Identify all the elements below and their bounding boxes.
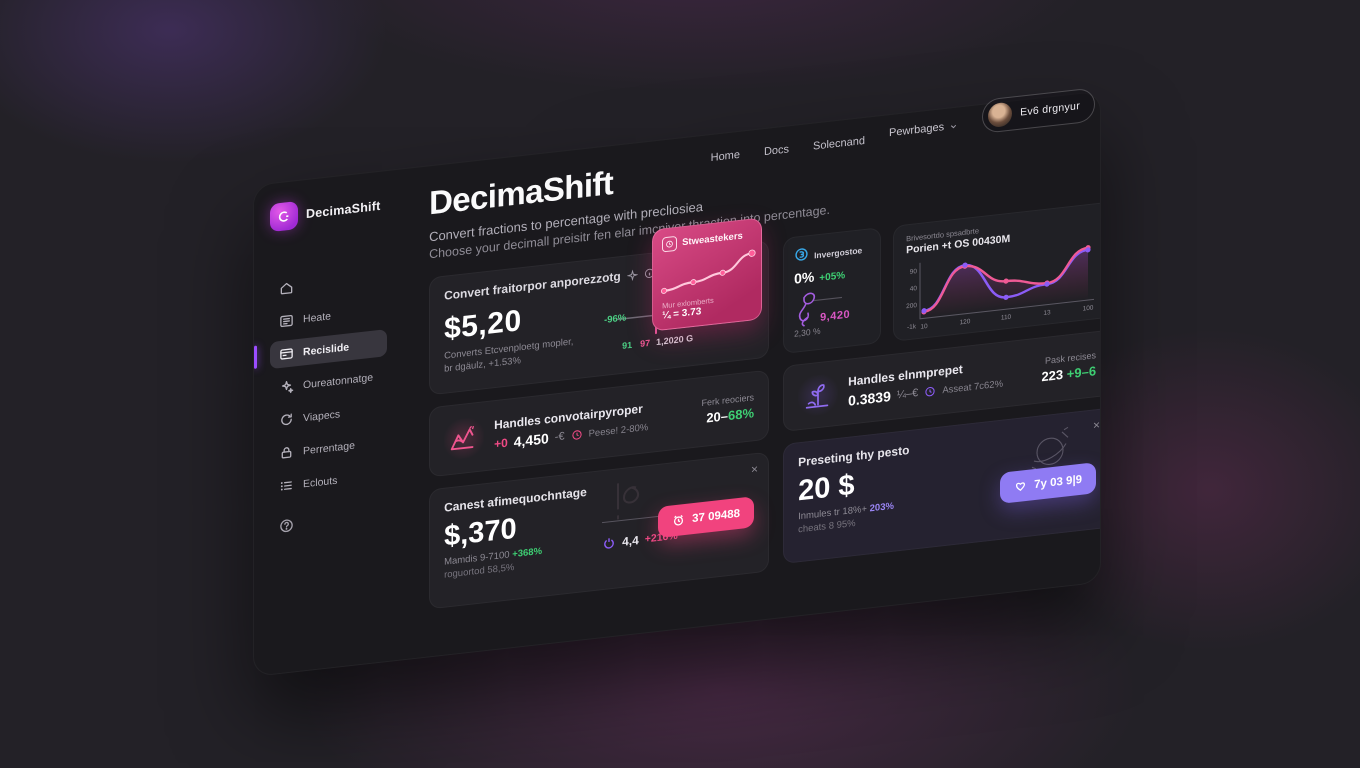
svg-text:-1k: -1k bbox=[907, 323, 917, 331]
history-icon bbox=[924, 385, 936, 398]
avatar bbox=[988, 101, 1013, 129]
clock-icon bbox=[571, 428, 583, 441]
brand: DecimaShift bbox=[270, 192, 381, 233]
svg-text:120: 120 bbox=[960, 318, 971, 326]
refresh-icon bbox=[278, 411, 294, 429]
preset-action-button[interactable]: 7y 03 9|9 bbox=[1000, 462, 1097, 504]
lock-icon bbox=[278, 444, 294, 462]
brand-logo-icon bbox=[270, 200, 298, 233]
trend-line-chart: 90 40 200 -1k 10 120 110 13 100 bbox=[906, 245, 1095, 331]
invergostoe-change: +05% bbox=[819, 270, 846, 284]
close-icon[interactable]: × bbox=[1093, 417, 1101, 433]
handles-left-right-value: 20– bbox=[706, 408, 729, 426]
handles-left-note: Peese! 2-80% bbox=[588, 421, 649, 440]
heart-icon bbox=[1016, 482, 1026, 491]
board-icon bbox=[278, 312, 294, 330]
sidebar-item-label: Heate bbox=[303, 309, 332, 325]
alarm-clock-icon bbox=[674, 514, 684, 526]
sidebar-item-label: Perrentage bbox=[303, 439, 355, 457]
alarm-action-button[interactable]: 37 09488 bbox=[658, 496, 755, 538]
user-name: Ev6 drgnyur bbox=[1020, 99, 1080, 119]
alarm-button-label: 37 09488 bbox=[692, 507, 741, 525]
handles-right-value: 0.3839 bbox=[848, 388, 891, 409]
sidebar: DecimaShift Heate Recislide Oureatonna bbox=[254, 170, 393, 675]
help-icon bbox=[278, 516, 294, 534]
mountain-scribble-icon bbox=[444, 416, 485, 461]
invergostoe-title: Invergostoe bbox=[814, 245, 863, 261]
gauge-value: 4,4 bbox=[622, 533, 639, 549]
handles-right-card: Handles elnmprepet 0.3839 ¼–€ Asseat 7c6… bbox=[783, 329, 1101, 433]
preset-button-label: 7y 03 9|9 bbox=[1034, 473, 1083, 491]
dashboard-stage: Home Docs Solecnand Pewrbages Ev6 drgnyu… bbox=[253, 31, 1101, 725]
invergostoe-value: 0% bbox=[794, 268, 815, 287]
power-icon bbox=[604, 538, 614, 549]
sidebar-item-heate[interactable]: Heate bbox=[270, 297, 381, 336]
streamliners-mini-card[interactable]: Stweastekers Mur exlomberts ¼ = 3.73 bbox=[652, 217, 763, 332]
axis-bottom-label-1: 91 bbox=[622, 339, 633, 351]
top-nav: Home Docs Solecnand Pewrbages Ev6 drgnyu… bbox=[711, 87, 1095, 164]
plant-scribble-icon bbox=[798, 372, 839, 418]
molecule-doodle-icon bbox=[798, 292, 843, 327]
list-icon bbox=[278, 477, 294, 495]
convert-card: Convert fraitorpor anporezzotg $5,20 Con… bbox=[429, 217, 770, 396]
handles-left-suffix: -€ bbox=[554, 430, 565, 444]
main-content: DecimaShift Convert fractions to percent… bbox=[393, 91, 1101, 661]
handles-right-note: Asseat 7c62% bbox=[942, 378, 1004, 396]
sidebar-item-eclouts[interactable]: Eclouts bbox=[270, 462, 381, 501]
planet-doodle-icon bbox=[1024, 422, 1076, 483]
svg-text:13: 13 bbox=[1043, 309, 1051, 317]
help-button[interactable] bbox=[270, 507, 381, 535]
handles-left-prefix: +0 bbox=[494, 435, 508, 452]
axis-bottom-label-2: 97 bbox=[640, 337, 651, 349]
handles-left-card: Handles convotairpyroper +0 4,450 -€ Pee… bbox=[429, 369, 770, 478]
sidebar-item-label: Viapecs bbox=[303, 407, 341, 424]
handles-right-right-change: +9–6 bbox=[1066, 363, 1097, 382]
canest-sub1-change: +368% bbox=[512, 545, 543, 561]
sidebar-item-home[interactable] bbox=[270, 264, 381, 303]
card-icon bbox=[278, 345, 294, 363]
preseting-card: × Preseting thy pesto 20 $ Inmules tr 18… bbox=[783, 407, 1101, 565]
svg-text:40: 40 bbox=[910, 285, 918, 293]
clock-badge-icon bbox=[662, 235, 678, 253]
brand-name: DecimaShift bbox=[306, 198, 381, 222]
invergostoe-card: Invergostoe 0% +05% 9,420 2,30 bbox=[783, 227, 882, 355]
preseting-sub1-change: 203% bbox=[869, 500, 894, 515]
handles-left-value: 4,450 bbox=[513, 430, 549, 450]
svg-text:110: 110 bbox=[1001, 314, 1012, 322]
sidebar-item-recislide[interactable]: Recislide bbox=[270, 329, 388, 370]
sidebar-item-label: Recislide bbox=[303, 340, 350, 358]
handles-right-right-value: 223 bbox=[1041, 366, 1064, 385]
nav-dropdown[interactable]: Pewrbages bbox=[889, 120, 958, 140]
sidebar-item-label: Eclouts bbox=[303, 474, 338, 490]
handles-left-right-change: 68% bbox=[728, 405, 755, 424]
sidebar-item-label: Oureatonnatge bbox=[303, 371, 374, 391]
canest-slider-group: 10: 4,4 +216% bbox=[602, 503, 732, 551]
sidebar-nav: Heate Recislide Oureatonnatge Viapecs Pe… bbox=[270, 264, 388, 501]
sparkles-icon bbox=[278, 378, 294, 396]
chevron-down-icon bbox=[950, 124, 957, 128]
svg-text:200: 200 bbox=[906, 302, 917, 310]
nav-dropdown-label: Pewrbages bbox=[889, 121, 945, 140]
swirl-icon bbox=[794, 246, 809, 268]
trend-card: Brivesortdo spsadbrte Porien +t OS 00430… bbox=[893, 201, 1101, 342]
home-icon bbox=[278, 279, 294, 297]
ghost-doodle-icon bbox=[604, 472, 650, 542]
svg-text:100: 100 bbox=[1083, 304, 1094, 312]
star-icon bbox=[626, 268, 638, 281]
svg-text:90: 90 bbox=[910, 268, 918, 276]
canest-card: × Canest afimequochntage $,370 Mamdis 9-… bbox=[429, 451, 770, 610]
sidebar-item-perrentage[interactable]: Perrentage bbox=[270, 429, 381, 468]
svg-text:10: 10 bbox=[920, 323, 928, 331]
info-icon[interactable] bbox=[644, 267, 655, 279]
close-icon[interactable]: × bbox=[751, 461, 759, 477]
mini-sparkline-chart bbox=[661, 249, 756, 294]
sidebar-item-oureatonnatge[interactable]: Oureatonnatge bbox=[270, 363, 381, 402]
dashboard-panel: DecimaShift Heate Recislide Oureatonna bbox=[253, 90, 1101, 678]
handles-right-unit: ¼–€ bbox=[896, 386, 919, 402]
sidebar-item-viapecs[interactable]: Viapecs bbox=[270, 396, 381, 435]
cards-grid: Convert fraitorpor anporezzotg $5,20 Con… bbox=[429, 201, 1101, 610]
